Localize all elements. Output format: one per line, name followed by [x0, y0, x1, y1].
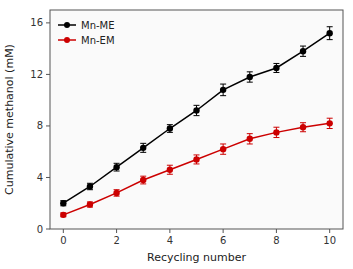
plot-background — [50, 10, 343, 229]
error-bar — [300, 123, 306, 132]
y-tick-label: 4 — [37, 172, 43, 183]
data-point — [87, 201, 93, 207]
error-bar — [247, 134, 253, 144]
error-bar — [114, 190, 120, 196]
x-tick-label: 8 — [273, 235, 279, 246]
error-bar — [194, 155, 200, 164]
x-tick-label: 0 — [60, 235, 66, 246]
data-point — [326, 120, 332, 126]
y-axis-label: Cumulative methanol (mM) — [3, 44, 16, 195]
error-bar — [220, 144, 226, 154]
data-point — [247, 74, 253, 80]
data-point — [193, 156, 199, 162]
plot-frame — [50, 10, 343, 229]
data-point — [167, 125, 173, 131]
data-point — [247, 136, 253, 142]
error-bar — [60, 201, 66, 206]
error-bar — [327, 27, 333, 40]
error-bar — [87, 183, 93, 189]
data-point — [113, 164, 119, 170]
data-point — [326, 30, 332, 36]
y-tick — [46, 177, 50, 178]
error-bar — [273, 63, 279, 72]
legend-label: Mn-EM — [81, 35, 115, 46]
y-tick — [46, 229, 50, 230]
error-bar — [140, 176, 146, 184]
data-point — [87, 183, 93, 189]
data-point — [193, 107, 199, 113]
chart-container: 0 2 4 6 8 10 0 4 8 12 16 Recycling number Cumulative… — [0, 0, 353, 269]
data-layer — [60, 27, 333, 218]
y-tick-label: 0 — [37, 224, 43, 235]
x-axis-label: Recycling number — [147, 251, 246, 264]
error-bar — [327, 118, 333, 128]
x-tick-label: 10 — [323, 235, 336, 246]
legend-label: Mn-ME — [81, 20, 115, 31]
x-tick-label: 2 — [113, 235, 119, 246]
error-bar — [87, 202, 93, 207]
error-bar — [300, 46, 306, 56]
y-tick-label: 12 — [30, 69, 43, 80]
error-bar — [247, 72, 253, 82]
error-bar — [194, 105, 200, 115]
axes: 0 2 4 6 8 10 0 4 8 12 16 — [30, 10, 343, 246]
data-point — [220, 87, 226, 93]
series — [60, 27, 333, 207]
data-point — [300, 124, 306, 130]
error-bar — [167, 125, 173, 133]
series-line — [63, 33, 329, 203]
error-bar — [114, 163, 120, 171]
legend-marker — [64, 37, 70, 43]
x-tick-label: 4 — [167, 235, 173, 246]
y-tick-label: 16 — [30, 17, 43, 28]
data-point — [140, 145, 146, 151]
data-point — [60, 212, 66, 218]
legend: Mn-ME Mn-EM — [58, 20, 115, 46]
data-point — [60, 200, 66, 206]
data-point — [140, 177, 146, 183]
series — [60, 118, 333, 218]
series-line — [63, 123, 329, 214]
x-tick-label: 6 — [220, 235, 226, 246]
y-tick — [46, 74, 50, 75]
error-bar — [140, 143, 146, 152]
x-tick — [169, 229, 170, 233]
x-tick — [329, 229, 330, 233]
error-bar — [167, 165, 173, 174]
x-tick — [276, 229, 277, 233]
x-tick — [223, 229, 224, 233]
data-point — [273, 65, 279, 71]
data-point — [167, 167, 173, 173]
data-point — [273, 129, 279, 135]
error-bar — [273, 127, 279, 137]
chart: 0 2 4 6 8 10 0 4 8 12 16 Recycling number Cumulative… — [0, 0, 353, 269]
data-point — [300, 48, 306, 54]
error-bar — [220, 84, 226, 96]
x-tick — [116, 229, 117, 233]
data-point — [113, 190, 119, 196]
legend-marker — [64, 22, 70, 28]
x-tick — [63, 229, 64, 233]
data-point — [220, 146, 226, 152]
y-tick-label: 8 — [37, 120, 43, 131]
y-tick — [46, 125, 50, 126]
y-tick — [46, 22, 50, 23]
